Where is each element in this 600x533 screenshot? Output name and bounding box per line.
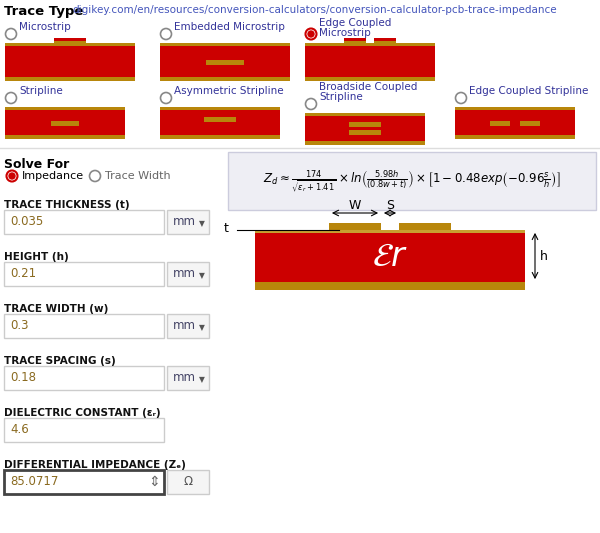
Bar xyxy=(455,107,575,110)
Bar xyxy=(160,107,280,139)
Text: HEIGHT (h): HEIGHT (h) xyxy=(4,252,69,262)
Text: ▼: ▼ xyxy=(199,219,205,228)
Text: Edge Coupled Stripline: Edge Coupled Stripline xyxy=(469,86,589,96)
Circle shape xyxy=(308,31,314,37)
Bar xyxy=(455,107,575,139)
Text: S: S xyxy=(386,199,394,212)
Bar xyxy=(455,135,575,139)
Bar xyxy=(5,43,135,81)
Text: TRACE WIDTH (w): TRACE WIDTH (w) xyxy=(4,304,109,314)
Text: ⇕: ⇕ xyxy=(148,475,160,489)
Text: Asymmetric Stripline: Asymmetric Stripline xyxy=(174,86,284,96)
Bar xyxy=(255,230,525,282)
Text: DIFFERENTIAL IMPEDANCE (Zₑ): DIFFERENTIAL IMPEDANCE (Zₑ) xyxy=(4,460,186,470)
Bar xyxy=(305,113,425,116)
Bar xyxy=(305,43,435,46)
Text: h: h xyxy=(540,249,548,262)
Text: 0.035: 0.035 xyxy=(10,215,43,228)
Bar xyxy=(167,210,209,234)
Bar xyxy=(344,38,366,43)
Bar xyxy=(51,121,79,126)
Bar xyxy=(349,122,381,127)
Text: Microstrip: Microstrip xyxy=(319,28,371,38)
Bar xyxy=(5,135,125,139)
Text: digikey.com/en/resources/conversion-calculators/conversion-calculator-pcb-trace-: digikey.com/en/resources/conversion-calc… xyxy=(72,5,557,15)
Text: ▼: ▼ xyxy=(199,375,205,384)
Text: Stripline: Stripline xyxy=(319,92,363,102)
Text: mm: mm xyxy=(173,371,196,384)
Text: t: t xyxy=(224,222,229,235)
Bar xyxy=(4,262,164,286)
Bar xyxy=(167,314,209,338)
Bar xyxy=(160,43,290,81)
Bar xyxy=(4,314,164,338)
Text: Solve For: Solve For xyxy=(4,158,69,171)
Bar xyxy=(349,130,381,135)
Text: 0.3: 0.3 xyxy=(10,319,29,332)
Bar xyxy=(374,38,396,41)
Bar xyxy=(204,117,236,122)
Text: $Z_d \approx \frac{174}{\sqrt{\varepsilon_r + 1.41}} \times \mathit{ln}\left(\fr: $Z_d \approx \frac{174}{\sqrt{\varepsilo… xyxy=(263,168,561,194)
Bar xyxy=(160,77,290,81)
Circle shape xyxy=(9,173,15,179)
Text: ▼: ▼ xyxy=(199,271,205,280)
Bar xyxy=(305,77,435,81)
Text: DIELECTRIC CONSTANT (εᵣ): DIELECTRIC CONSTANT (εᵣ) xyxy=(4,408,161,418)
Bar xyxy=(5,77,135,81)
Text: $\mathcal{E}r$: $\mathcal{E}r$ xyxy=(372,239,408,272)
Bar xyxy=(54,38,86,43)
Bar xyxy=(4,470,164,494)
Bar xyxy=(228,152,596,210)
Bar xyxy=(344,38,366,41)
Text: TRACE THICKNESS (t): TRACE THICKNESS (t) xyxy=(4,200,130,210)
Bar xyxy=(305,113,425,145)
Text: mm: mm xyxy=(173,319,196,332)
Bar xyxy=(520,121,540,126)
Text: W: W xyxy=(349,199,361,212)
Bar xyxy=(167,470,209,494)
Bar xyxy=(305,141,425,145)
Bar xyxy=(160,43,290,46)
Bar xyxy=(329,223,381,230)
Text: ▼: ▼ xyxy=(199,323,205,332)
Text: 85.0717: 85.0717 xyxy=(10,475,58,488)
Bar xyxy=(206,60,244,65)
Bar xyxy=(399,223,451,230)
Text: Impedance: Impedance xyxy=(22,171,84,181)
Text: Trace Type: Trace Type xyxy=(4,5,83,18)
Bar xyxy=(255,282,525,290)
Bar xyxy=(160,107,280,110)
Bar xyxy=(5,107,125,110)
Text: Broadside Coupled: Broadside Coupled xyxy=(319,82,418,92)
Bar xyxy=(54,38,86,41)
Text: Microstrip: Microstrip xyxy=(19,22,71,32)
Text: mm: mm xyxy=(173,215,196,228)
Text: mm: mm xyxy=(173,267,196,280)
Text: 0.18: 0.18 xyxy=(10,371,36,384)
Bar xyxy=(305,43,435,81)
Bar xyxy=(490,121,510,126)
Text: Embedded Microstrip: Embedded Microstrip xyxy=(174,22,285,32)
Bar xyxy=(255,230,525,233)
Bar xyxy=(160,135,280,139)
Text: Trace Width: Trace Width xyxy=(105,171,170,181)
Bar xyxy=(5,43,135,46)
Bar xyxy=(374,38,396,43)
Text: 4.6: 4.6 xyxy=(10,423,29,436)
Bar xyxy=(5,107,125,139)
Bar xyxy=(4,210,164,234)
Bar xyxy=(4,366,164,390)
Text: TRACE SPACING (s): TRACE SPACING (s) xyxy=(4,356,116,366)
Text: Edge Coupled: Edge Coupled xyxy=(319,18,391,28)
Text: Stripline: Stripline xyxy=(19,86,63,96)
Text: 0.21: 0.21 xyxy=(10,267,36,280)
Bar xyxy=(4,418,164,442)
Bar xyxy=(167,366,209,390)
Bar xyxy=(167,262,209,286)
Text: Ω: Ω xyxy=(184,475,193,488)
